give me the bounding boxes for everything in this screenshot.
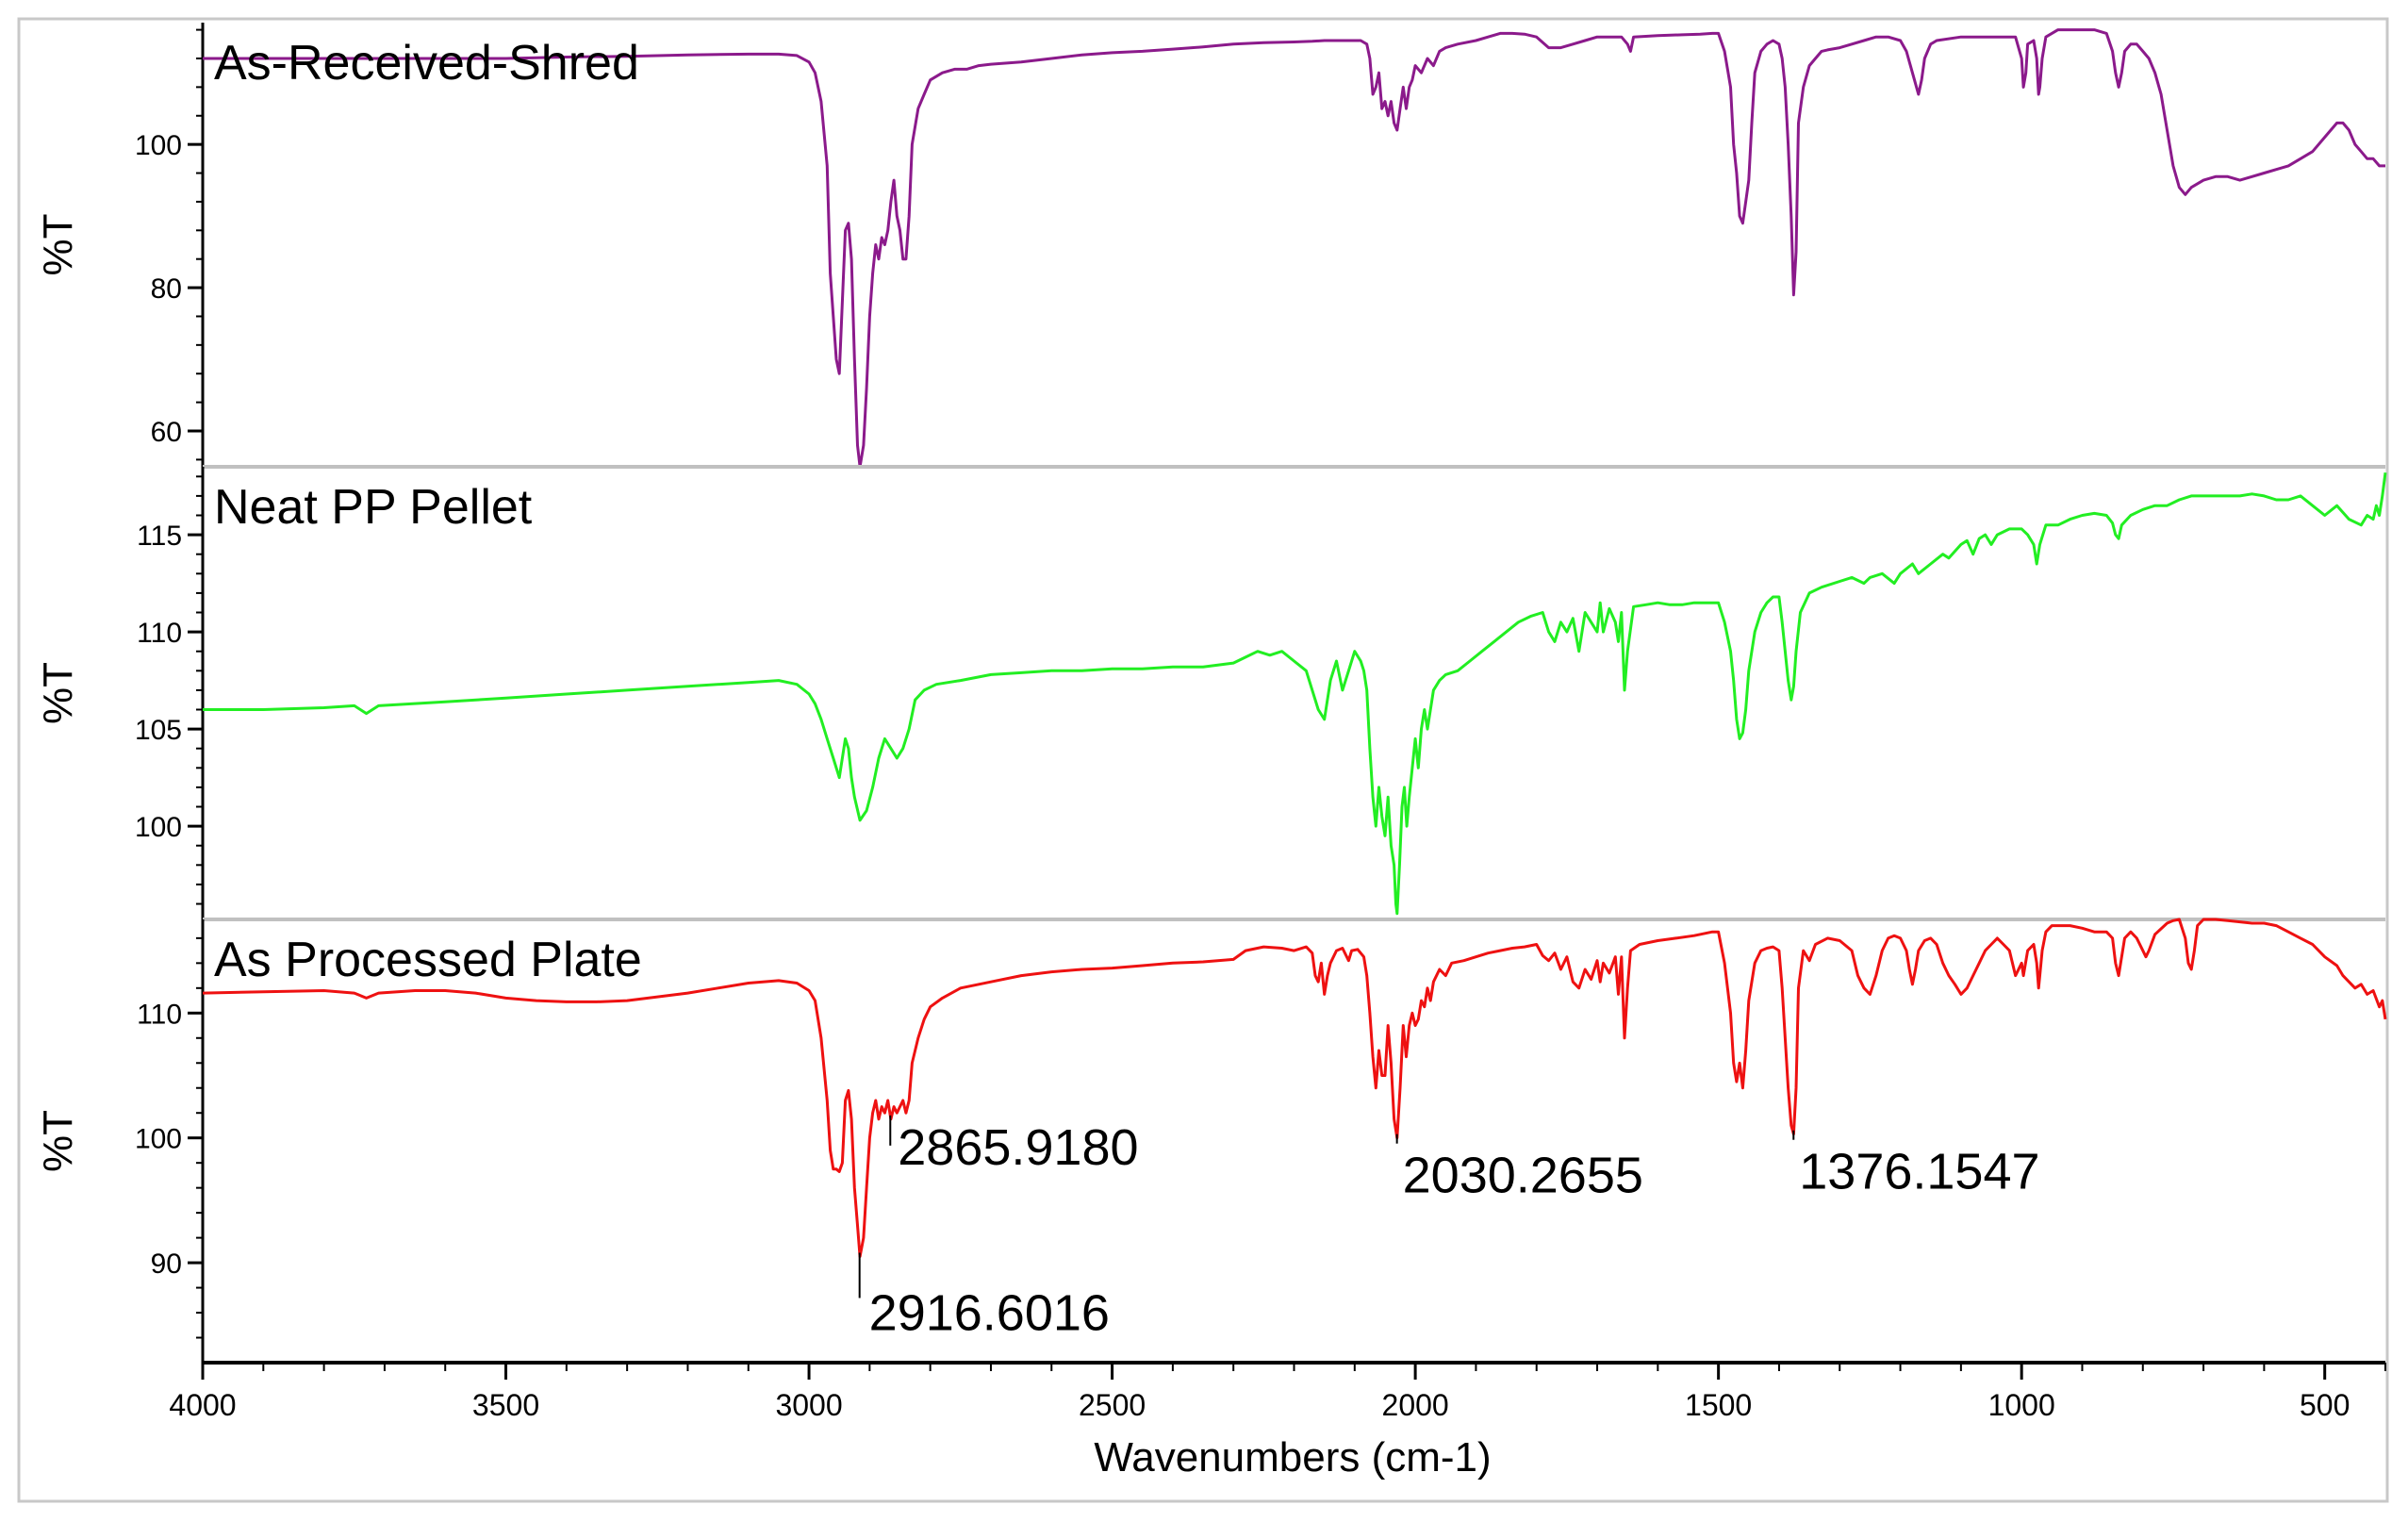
peak-annotation: 1376.1547	[1792, 1130, 2040, 1200]
y-tick-label: 110	[137, 618, 182, 649]
panel-title: As-Received-Shred	[214, 36, 639, 91]
series-line	[202, 918, 2387, 1258]
x-tick-label: 3500	[472, 1388, 539, 1422]
y-tick-label: 110	[137, 999, 182, 1030]
y-axis-label: %T	[35, 1110, 81, 1172]
x-tick-label: 2000	[1382, 1388, 1449, 1422]
panel-title: As Processed Plate	[214, 933, 642, 987]
x-tick-label: 2500	[1079, 1388, 1146, 1422]
x-tick-label: 3000	[775, 1388, 842, 1422]
x-tick-label: 1500	[1685, 1388, 1752, 1422]
panel-2: 100 105 110 115 %T Neat PP Pellet	[35, 465, 2387, 919]
y-tick-label: 100	[135, 812, 182, 843]
peak-label: 2865.9180	[898, 1119, 1138, 1176]
y-axis-label: %T	[35, 662, 81, 724]
series-line	[203, 28, 2385, 469]
x-axis-label: Wavenumbers (cm-1)	[1094, 1434, 1491, 1481]
peak-label: 2916.6016	[869, 1284, 1110, 1341]
x-tick-label: 1000	[1988, 1388, 2055, 1422]
peak-label: 1376.1547	[1799, 1144, 2039, 1200]
outer-border	[17, 17, 2389, 1503]
peak-label: 2030.2655	[1403, 1148, 1643, 1204]
x-tick-label: 4000	[169, 1388, 236, 1422]
panel-3: 90 100 110 %T As Processed Plate	[35, 918, 2387, 1363]
panel-title: Neat PP Pellet	[214, 480, 533, 535]
y-tick-label: 115	[137, 521, 182, 552]
peak-annotation: 2865.9180	[889, 1115, 1139, 1176]
peak-annotation: 2916.6016	[858, 1252, 1110, 1341]
y-tick-label: 100	[135, 130, 182, 161]
y-tick-label: 80	[151, 273, 182, 305]
y-axis-label: %T	[35, 214, 81, 276]
series-line	[203, 472, 2387, 916]
panel-1: 60 80 100 %T As-Received-Shred	[35, 23, 2385, 469]
y-tick-label: 105	[135, 715, 182, 746]
y-tick-label: 90	[151, 1249, 182, 1280]
x-tick-label: 500	[2300, 1388, 2350, 1422]
y-tick-label: 60	[151, 417, 182, 448]
peak-annotation: 2030.2655	[1395, 1133, 1643, 1204]
y-tick-label: 100	[135, 1124, 182, 1155]
